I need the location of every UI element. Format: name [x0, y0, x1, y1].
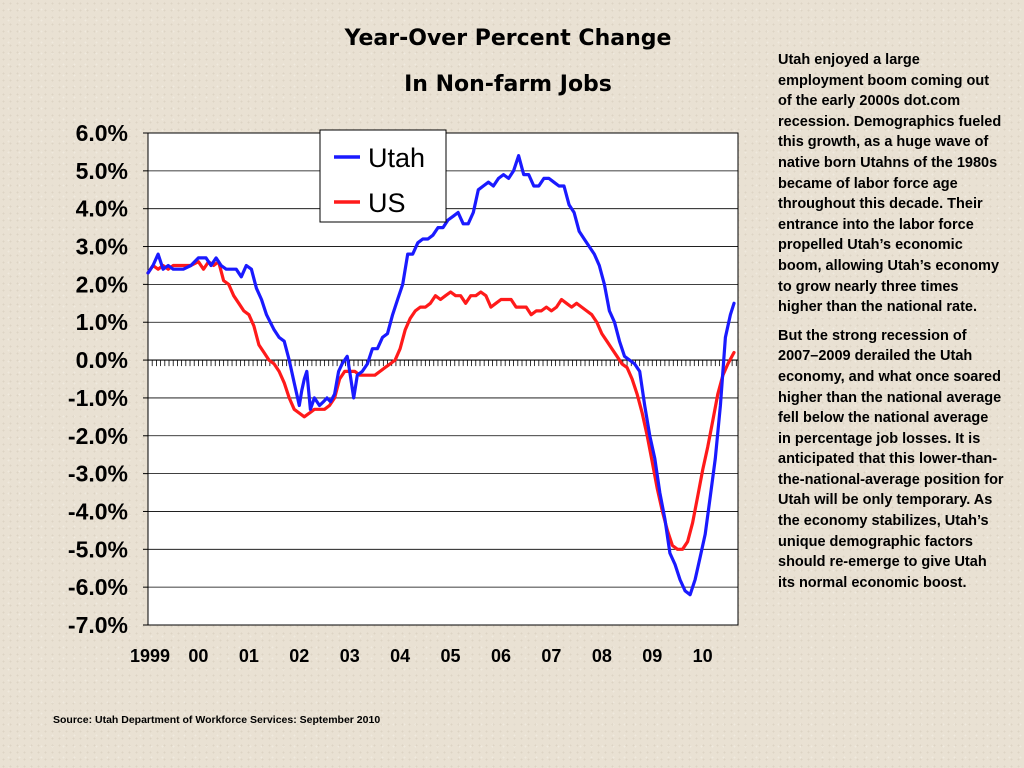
x-tick-label: 07 [541, 646, 561, 666]
chart-title: Year-Over Percent Change [344, 26, 672, 51]
y-tick-label: -2.0% [68, 423, 128, 449]
series-line-us [146, 260, 736, 551]
legend-box [319, 129, 447, 223]
x-tick-label: 01 [239, 646, 259, 666]
x-tick-label: 08 [592, 646, 612, 666]
y-tick-label: -6.0% [68, 574, 128, 600]
x-tick-label: 00 [188, 646, 208, 666]
y-tick-label: 6.0% [76, 120, 128, 146]
y-tick-label: 0.0% [76, 347, 128, 373]
x-tick-label: 06 [491, 646, 511, 666]
legend-label-utah: Utah [368, 143, 425, 173]
x-tick-label: 09 [642, 646, 662, 666]
y-tick-label: -3.0% [68, 461, 128, 487]
series-line-utah [146, 154, 736, 597]
y-tick-label: 2.0% [76, 271, 128, 297]
x-tick-label: 04 [390, 646, 410, 666]
y-tick-label: -7.0% [68, 612, 128, 638]
x-tick-label: 03 [340, 646, 360, 666]
line-chart: 6.0% 5.0% 4.0% 3.0% 2.0% 1.0% 0.0% -1.0% -2.0% -3… [68, 120, 739, 666]
sidebar-paragraph-2: But the strong recession of 2007–2009 de… [778, 327, 1004, 591]
x-tick-label: 05 [441, 646, 461, 666]
chart-subtitle: In Non-farm Jobs [404, 72, 612, 97]
x-tick-label: 02 [289, 646, 309, 666]
y-tick-label: 4.0% [76, 196, 128, 222]
y-tick-label: 1.0% [76, 309, 128, 335]
y-tick-label: 3.0% [76, 234, 128, 260]
source-note: Source: Utah Department of Workforce Ser… [53, 714, 381, 726]
sidebar-text: Utah enjoyed a large employment boom com… [778, 50, 1004, 601]
legend-label-us: US [368, 188, 406, 218]
y-tick-label: -5.0% [68, 536, 128, 562]
y-tick-label: -4.0% [68, 498, 128, 524]
y-tick-label: 5.0% [76, 158, 128, 184]
y-tick-label: -1.0% [68, 385, 128, 411]
x-tick-label: 1999 [130, 646, 170, 666]
x-tick-label: 10 [693, 646, 713, 666]
sidebar-paragraph-1: Utah enjoyed a large employment boom com… [778, 52, 1002, 316]
